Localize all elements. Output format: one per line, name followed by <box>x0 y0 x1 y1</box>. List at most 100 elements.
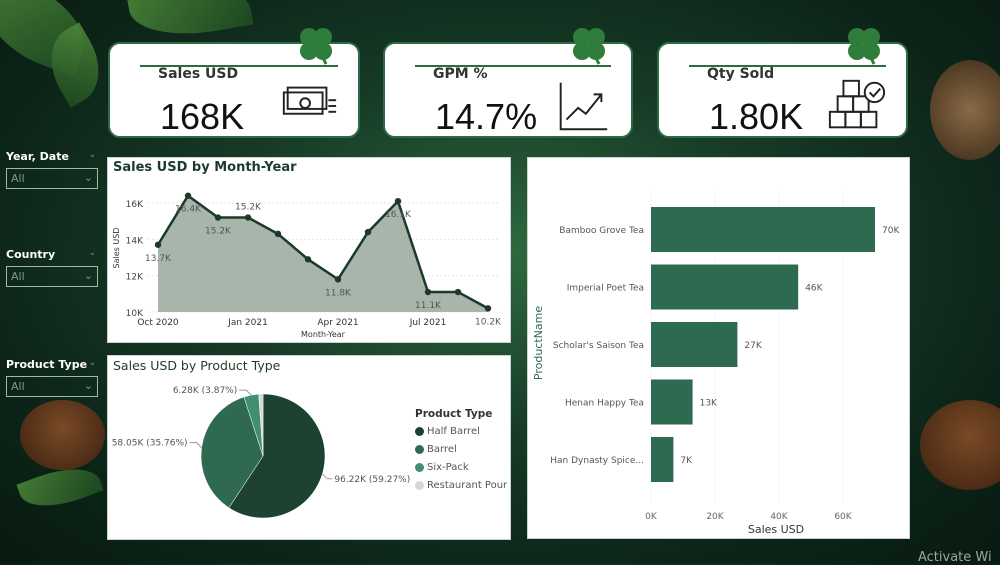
slicer-dropdown[interactable]: All ⌄ <box>6 376 98 397</box>
pie-slice[interactable] <box>258 393 264 457</box>
tea-sack-decoration <box>930 60 1000 160</box>
bar[interactable] <box>651 322 738 367</box>
chevron-down-icon[interactable]: ⌄ <box>88 358 96 368</box>
legend-marker <box>415 481 424 490</box>
y-axis-title: Sales USD <box>112 228 121 269</box>
data-point[interactable] <box>454 288 462 296</box>
x-tick-label: 40K <box>770 512 788 522</box>
boxes-check-icon <box>828 79 886 129</box>
data-point[interactable] <box>304 256 312 263</box>
x-tick-label: 60K <box>834 512 852 522</box>
pie-legend: Product Type Half Barrel Barrel Six-Pack Re… <box>415 408 507 498</box>
data-label: 13K <box>700 399 718 409</box>
legend-title: Product Type <box>415 408 493 420</box>
data-point[interactable] <box>394 197 402 205</box>
legend-item[interactable]: Restaurant Pour <box>415 480 507 491</box>
data-point[interactable] <box>154 241 162 248</box>
category-label: Han Dynasty Spice... <box>550 456 644 466</box>
y-tick-label: 10K <box>126 309 144 319</box>
bar[interactable] <box>651 264 799 310</box>
scoop-decoration <box>20 400 105 470</box>
x-tick-label: Jul 2021 <box>409 318 447 328</box>
series-line <box>156 193 489 310</box>
category-label: Henan Happy Tea <box>565 399 644 409</box>
slicer-product-type: Product Type ⌄ All ⌄ <box>6 358 98 397</box>
legend-marker <box>415 463 424 472</box>
x-axis-title: Sales USD <box>748 523 804 536</box>
divider <box>689 65 886 67</box>
data-label: 27K <box>744 341 762 351</box>
x-tick-label: Apr 2021 <box>317 318 358 328</box>
legend-item[interactable]: Six-Pack <box>415 462 507 473</box>
data-label: 11.1K <box>415 301 442 311</box>
x-tick-label: Oct 2020 <box>137 318 179 328</box>
legend-label: Barrel <box>427 444 457 455</box>
slicer-value: All <box>11 380 25 393</box>
bar[interactable] <box>651 437 674 482</box>
activate-windows-watermark: Activate Wi <box>918 550 992 565</box>
slicer-label: Country <box>6 248 56 261</box>
legend-marker <box>415 427 424 436</box>
leader-line <box>239 389 252 396</box>
leader-line <box>189 442 202 449</box>
legend-label: Half Barrel <box>427 426 480 437</box>
legend-label: Restaurant Pour <box>427 480 508 491</box>
data-label: 15.2K <box>205 227 232 237</box>
data-label: 10.2K <box>475 317 502 327</box>
chart-title: Sales USD by Product Type <box>113 358 281 373</box>
data-point[interactable] <box>424 288 432 296</box>
sales-by-product-chart[interactable]: 0K 20K 40K 60K Bamboo Grove Tea 70K Imperial P… <box>527 157 910 539</box>
kpi-label: Sales USD <box>158 66 239 82</box>
data-label: 7K <box>680 456 693 466</box>
kpi-card-qty-sold: Qty Sold 1.80K <box>657 28 908 138</box>
chart-title: Sales USD by Month-Year <box>113 160 297 175</box>
slicer-value: All <box>11 172 25 185</box>
data-point[interactable] <box>274 230 282 238</box>
data-point[interactable] <box>484 305 492 312</box>
data-label: 16.4K <box>175 205 202 215</box>
sales-by-month-chart[interactable]: Sales USD by Month-Year 10K 12K 14K 16K 13.7… <box>107 157 511 343</box>
slice-label: 96.22K (59.27%) <box>334 475 410 485</box>
kpi-value: 168K <box>160 96 245 137</box>
data-point[interactable] <box>334 276 342 283</box>
data-point[interactable] <box>364 228 372 236</box>
money-icon <box>282 86 337 115</box>
clover-icon <box>300 28 332 65</box>
chevron-down-icon[interactable]: ⌄ <box>88 150 96 160</box>
trend-up-chart-icon <box>559 82 608 131</box>
leaf-decoration <box>126 0 254 46</box>
x-tick-label: Jan 2021 <box>227 318 268 328</box>
data-point[interactable] <box>184 192 192 199</box>
divider <box>140 65 338 67</box>
legend-item[interactable]: Barrel <box>415 444 507 455</box>
bar[interactable] <box>651 207 875 252</box>
y-tick-label: 16K <box>126 200 144 210</box>
area-fill <box>158 195 488 312</box>
legend-item[interactable]: Half Barrel <box>415 426 507 437</box>
data-label: 16.1K <box>385 210 412 220</box>
sales-by-product-type-chart[interactable]: Sales USD by Product Type 96.22K (59.27%… <box>107 355 511 540</box>
slicer-dropdown[interactable]: All ⌄ <box>6 266 98 287</box>
data-label: 46K <box>805 284 823 294</box>
slicer-value: All <box>11 270 25 283</box>
legend-label: Six-Pack <box>427 462 469 473</box>
legend-marker <box>415 445 424 454</box>
data-label: 15.2K <box>235 203 262 213</box>
y-tick-label: 12K <box>126 273 144 283</box>
category-label: Scholar's Saison Tea <box>553 341 644 351</box>
kpi-card-gpm: GPM % 14.7% <box>383 28 633 138</box>
bar[interactable] <box>651 379 693 425</box>
pie-slice[interactable] <box>228 393 326 519</box>
slicer-label: Product Type <box>6 358 88 371</box>
data-point[interactable] <box>214 214 222 221</box>
data-label: 13.7K <box>145 254 172 264</box>
x-tick-label: 20K <box>706 512 724 522</box>
kpi-label: GPM % <box>433 66 488 82</box>
category-label: Bamboo Grove Tea <box>559 226 644 236</box>
x-axis-title: Month-Year <box>301 330 346 339</box>
slicer-dropdown[interactable]: All ⌄ <box>6 168 98 189</box>
slicer-year-date: Year, Date ⌄ All ⌄ <box>6 150 98 189</box>
data-point[interactable] <box>244 214 252 221</box>
chevron-down-icon[interactable]: ⌄ <box>88 248 96 258</box>
kpi-value: 14.7% <box>435 96 538 137</box>
